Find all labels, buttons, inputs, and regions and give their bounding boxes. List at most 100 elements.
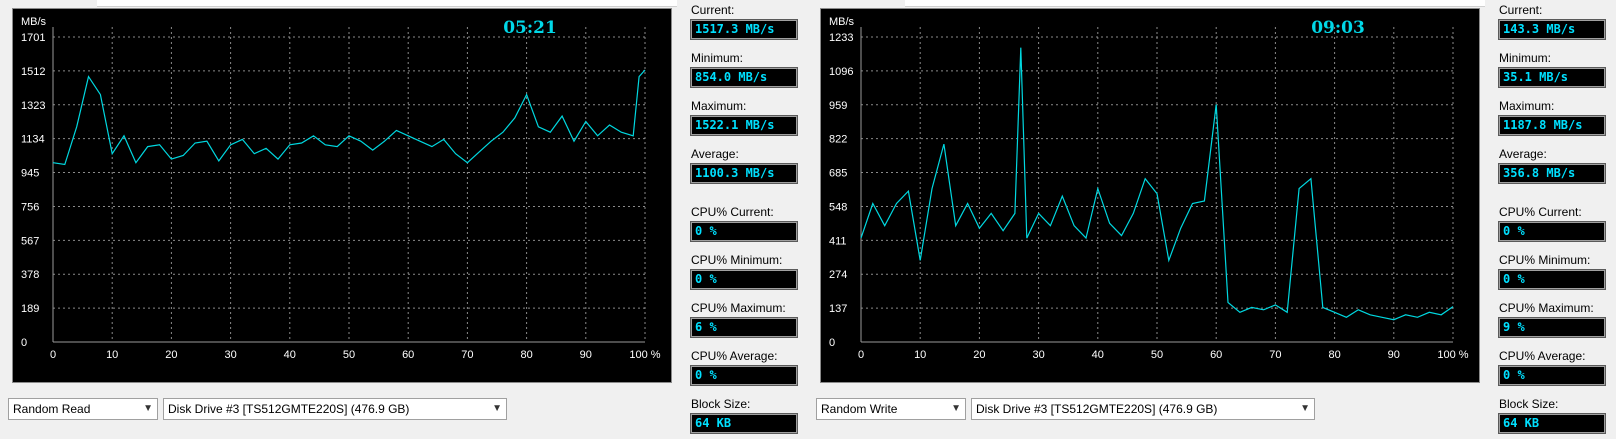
throughput-line — [52, 69, 646, 166]
x-tick-label: 70 — [461, 349, 473, 361]
y-tick-label: 411 — [829, 235, 847, 247]
elapsed-time: 05:21 — [503, 18, 557, 38]
x-tick-label: 100 % — [1437, 349, 1468, 361]
throughput-graph: 0 137 274 411 548 685 822 959 1096 1233 0 10 20 30 40 5… — [820, 8, 1480, 383]
x-tick-label: 90 — [1388, 349, 1400, 361]
cpu-maximum-label: CPU% Maximum: — [691, 301, 786, 315]
y-tick-label: 1134 — [21, 134, 45, 146]
x-tick-label: 80 — [1328, 349, 1340, 361]
x-tick-label: 20 — [973, 349, 985, 361]
cpu-maximum-value: 9 % — [1498, 317, 1606, 338]
drive-value: Disk Drive #3 [TS512GMTE220S] (476.9 GB) — [976, 402, 1218, 416]
x-tick-label: 60 — [402, 349, 414, 361]
benchmark-panel-right: 0 137 274 411 548 685 822 959 1096 1233 0 10 20 30 40 5… — [808, 0, 1616, 439]
x-tick-label: 90 — [580, 349, 592, 361]
maximum-label: Maximum: — [691, 99, 747, 113]
current-value: 1517.3 MB/s — [690, 19, 798, 40]
minimum-label: Minimum: — [1499, 51, 1552, 65]
current-label: Current: — [691, 3, 735, 17]
cpu-maximum-label: CPU% Maximum: — [1499, 301, 1594, 315]
throughput-graph: 0 189 378 567 756 945 1134 1323 1512 1701 0 10 20 30 4… — [12, 8, 672, 383]
x-tick-label: 70 — [1269, 349, 1281, 361]
x-tick-label: 0 — [50, 349, 56, 361]
drive-value: Disk Drive #3 [TS512GMTE220S] (476.9 GB) — [168, 402, 410, 416]
throughput-chart: 0 189 378 567 756 945 1134 1323 1512 1701 0 10 20 30 4… — [21, 16, 661, 361]
top-edge — [905, 0, 1485, 7]
x-tick-label: 50 — [1151, 349, 1163, 361]
x-tick-label: 40 — [1092, 349, 1104, 361]
block-size-value: 64 KB — [1498, 413, 1606, 434]
x-tick-label: 30 — [224, 349, 236, 361]
average-label: Average: — [691, 147, 739, 161]
cpu-minimum-value: 0 % — [1498, 269, 1606, 290]
x-tick-label: 20 — [165, 349, 177, 361]
y-tick-label: 959 — [829, 100, 847, 112]
average-label: Average: — [1499, 147, 1547, 161]
test-mode-select[interactable]: Random Read ▼ — [8, 398, 158, 420]
y-tick-label: 0 — [829, 337, 835, 349]
top-edge — [97, 0, 677, 7]
cpu-average-label: CPU% Average: — [1499, 349, 1586, 363]
y-unit-label: MB/s — [829, 16, 855, 28]
x-tick-label: 40 — [284, 349, 296, 361]
minimum-value: 854.0 MB/s — [690, 67, 798, 88]
drive-select[interactable]: Disk Drive #3 [TS512GMTE220S] (476.9 GB)… — [971, 398, 1315, 420]
current-label: Current: — [1499, 3, 1543, 17]
cpu-minimum-label: CPU% Minimum: — [1499, 253, 1591, 267]
block-size-value: 64 KB — [690, 413, 798, 434]
maximum-value: 1187.8 MB/s — [1498, 115, 1606, 136]
cpu-average-label: CPU% Average: — [691, 349, 778, 363]
average-value: 356.8 MB/s — [1498, 163, 1606, 184]
cpu-minimum-value: 0 % — [690, 269, 798, 290]
y-unit-label: MB/s — [21, 16, 47, 28]
y-tick-label: 567 — [21, 235, 39, 247]
elapsed-time: 09:03 — [1311, 18, 1365, 38]
x-tick-label: 0 — [858, 349, 864, 361]
x-tick-label: 10 — [914, 349, 926, 361]
cpu-current-value: 0 % — [1498, 221, 1606, 242]
current-value: 143.3 MB/s — [1498, 19, 1606, 40]
test-mode-select[interactable]: Random Write ▼ — [816, 398, 966, 420]
x-tick-label: 10 — [106, 349, 118, 361]
benchmark-panel-left: 0 189 378 567 756 945 1134 1323 1512 1701 0 10 20 30 4… — [8, 0, 798, 434]
x-tick-label: 60 — [1210, 349, 1222, 361]
minimum-value: 35.1 MB/s — [1498, 67, 1606, 88]
y-tick-label: 548 — [829, 201, 847, 213]
y-tick-label: 1323 — [21, 100, 45, 112]
chevron-down-icon: ▼ — [143, 403, 153, 414]
cpu-current-value: 0 % — [690, 221, 798, 242]
x-tick-label: 50 — [343, 349, 355, 361]
y-tick-label: 0 — [21, 337, 27, 349]
x-tick-label: 30 — [1032, 349, 1044, 361]
y-tick-label: 1233 — [829, 32, 853, 44]
cpu-maximum-value: 6 % — [690, 317, 798, 338]
minimum-label: Minimum: — [691, 51, 744, 65]
y-tick-label: 685 — [829, 168, 847, 180]
chevron-down-icon: ▼ — [1300, 403, 1310, 414]
y-tick-label: 1512 — [21, 66, 45, 78]
cpu-average-value: 0 % — [690, 365, 798, 386]
block-size-label: Block Size: — [1499, 397, 1559, 411]
y-tick-label: 1701 — [21, 32, 45, 44]
y-tick-label: 1096 — [829, 66, 853, 78]
maximum-label: Maximum: — [1499, 99, 1555, 113]
test-mode-value: Random Read — [13, 402, 91, 416]
y-tick-label: 945 — [21, 168, 39, 180]
block-size-label: Block Size: — [691, 397, 751, 411]
drive-select[interactable]: Disk Drive #3 [TS512GMTE220S] (476.9 GB)… — [163, 398, 507, 420]
y-tick-label: 137 — [829, 303, 847, 315]
x-tick-label: 100 % — [629, 349, 660, 361]
maximum-value: 1522.1 MB/s — [690, 115, 798, 136]
chevron-down-icon: ▼ — [492, 403, 502, 414]
y-tick-label: 378 — [21, 269, 39, 281]
chevron-down-icon: ▼ — [951, 403, 961, 414]
cpu-average-value: 0 % — [1498, 365, 1606, 386]
throughput-line — [860, 47, 1454, 321]
x-tick-label: 80 — [520, 349, 532, 361]
throughput-chart: 0 137 274 411 548 685 822 959 1096 1233 0 10 20 30 40 5… — [829, 16, 1469, 361]
y-tick-label: 822 — [829, 134, 847, 146]
cpu-minimum-label: CPU% Minimum: — [691, 253, 783, 267]
average-value: 1100.3 MB/s — [690, 163, 798, 184]
y-tick-label: 189 — [21, 303, 39, 315]
cpu-current-label: CPU% Current: — [1499, 205, 1582, 219]
